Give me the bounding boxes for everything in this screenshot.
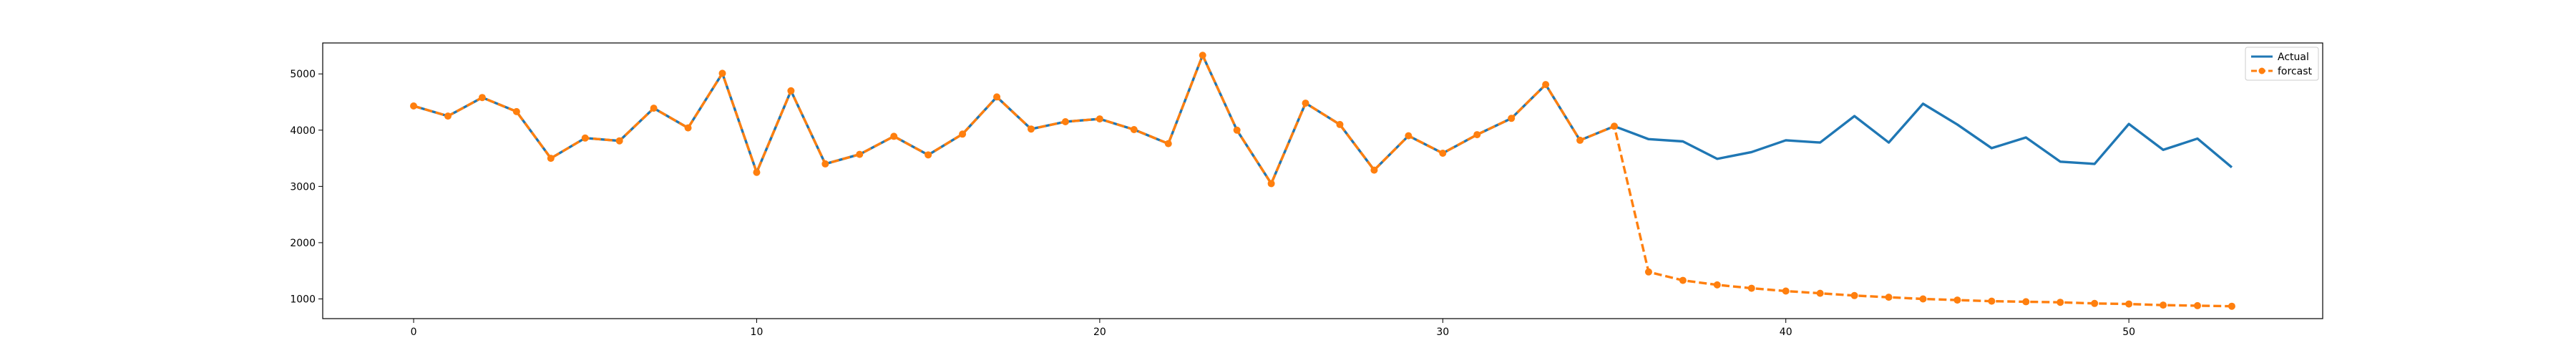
data-point-forcast [993, 93, 1001, 101]
data-point-forcast [1302, 100, 1309, 107]
data-point-forcast [1439, 150, 1447, 157]
data-point-forcast [1130, 126, 1138, 133]
data-point-forcast [959, 130, 967, 138]
data-point-forcast [1850, 291, 1858, 299]
data-point-forcast [1199, 52, 1206, 59]
data-point-forcast [1713, 281, 1721, 289]
data-point-forcast [1988, 297, 1996, 305]
axis-ticks: 0 10 20 30 40 50 1000 2000 3000 4000 5000 [290, 69, 2135, 338]
data-point-forcast [1611, 122, 1619, 130]
data-point-forcast [1782, 287, 1790, 295]
plot-frame [322, 42, 2323, 319]
data-point-forcast [1336, 120, 1344, 128]
data-point-forcast [1747, 284, 1755, 292]
series-layer [410, 52, 2235, 310]
data-point-forcast [1267, 180, 1275, 188]
data-point-forcast [615, 137, 623, 145]
data-point-forcast [1370, 166, 1378, 174]
data-point-forcast [1542, 81, 1550, 89]
data-point-forcast [1953, 296, 1961, 304]
data-point-forcast [410, 102, 418, 110]
x-tick-label: 0 [411, 326, 417, 338]
data-point-forcast [1679, 276, 1687, 284]
data-point-forcast [2194, 301, 2202, 309]
data-point-forcast [856, 150, 864, 158]
data-point-forcast [2022, 298, 2030, 306]
legend-label-actual: Actual [2278, 52, 2309, 63]
data-point-forcast [2057, 299, 2064, 306]
data-point-forcast [890, 132, 898, 140]
data-point-forcast [753, 168, 761, 176]
legend-marker-forcast [2258, 67, 2265, 74]
data-point-forcast [2091, 299, 2099, 307]
data-point-forcast [1405, 132, 1413, 140]
data-point-forcast [787, 87, 795, 95]
data-point-forcast [1644, 268, 1652, 276]
x-tick-label: 20 [1093, 326, 1106, 338]
data-point-forcast [581, 134, 589, 142]
legend-label-forcast: forcast [2278, 66, 2313, 77]
data-point-forcast [1885, 294, 1893, 301]
data-point-forcast [547, 155, 555, 163]
data-point-forcast [1919, 295, 1927, 303]
data-point-forcast [1508, 115, 1516, 122]
y-tick-label: 5000 [290, 69, 316, 80]
data-point-forcast [478, 94, 486, 102]
data-point-forcast [1473, 131, 1481, 139]
x-tick-label: 30 [1436, 326, 1449, 338]
data-point-forcast [2160, 301, 2167, 309]
data-point-forcast [2228, 302, 2235, 310]
data-point-forcast [444, 112, 452, 120]
data-point-forcast [1061, 118, 1069, 125]
data-point-forcast [821, 160, 829, 168]
y-tick-label: 3000 [290, 181, 316, 193]
data-point-forcast [924, 151, 932, 159]
x-tick-label: 40 [1780, 326, 1792, 338]
x-tick-label: 50 [2122, 326, 2135, 338]
data-point-forcast [1576, 136, 1584, 144]
data-point-forcast [512, 107, 520, 115]
data-point-forcast [1233, 126, 1241, 134]
data-point-forcast [1816, 289, 1824, 297]
data-point-forcast [718, 69, 726, 77]
data-point-forcast [1096, 115, 1103, 123]
data-point-forcast [650, 105, 658, 112]
x-tick-label: 10 [751, 326, 763, 338]
data-point-forcast [1164, 140, 1172, 147]
data-point-forcast [684, 124, 692, 132]
series-line-forcast [413, 54, 2232, 308]
data-point-forcast [1027, 125, 1035, 133]
data-point-forcast [2125, 300, 2133, 308]
y-tick-label: 1000 [290, 294, 316, 306]
y-tick-label: 4000 [290, 125, 316, 137]
legend: Actual forcast [2245, 47, 2319, 81]
y-tick-label: 2000 [290, 238, 316, 249]
